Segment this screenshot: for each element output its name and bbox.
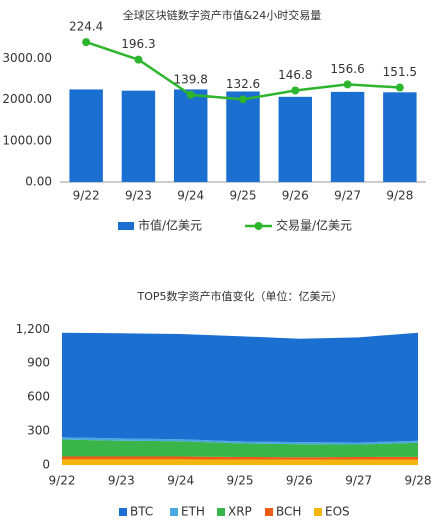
legend-swatch — [217, 508, 225, 516]
data-label: 146.8 — [278, 68, 312, 82]
legend-swatch — [118, 222, 134, 230]
area — [62, 439, 418, 458]
data-label: 196.3 — [121, 37, 155, 51]
data-label: 224.4 — [69, 20, 103, 34]
y-tick-label: 1,200 — [16, 322, 50, 336]
legend-swatch — [314, 508, 322, 516]
legend-swatch — [119, 508, 127, 516]
x-tick-label: 9/26 — [286, 474, 313, 488]
area — [62, 456, 418, 460]
legend-label: BTC — [130, 505, 153, 519]
data-label: 132.6 — [226, 77, 260, 91]
chart-title: TOP5数字资产市值变化（单位：亿美元） — [136, 289, 342, 303]
legend-label: ETH — [181, 505, 205, 519]
y-tick-label: 300 — [27, 424, 50, 438]
x-tick-label: 9/25 — [230, 189, 257, 203]
y-tick-label: 3000.00 — [2, 51, 52, 65]
line-marker — [291, 86, 300, 95]
y-tick-label: 900 — [27, 356, 50, 370]
legend-label: EOS — [325, 505, 350, 519]
line-marker — [395, 83, 404, 92]
legend-label: 市值/亿美元 — [138, 218, 202, 233]
line-marker — [134, 55, 143, 64]
data-label: 156.6 — [330, 62, 364, 76]
x-tick-label: 9/25 — [227, 474, 254, 488]
data-label: 139.8 — [174, 72, 208, 86]
x-tick-label: 9/27 — [345, 474, 372, 488]
legend-swatch — [254, 222, 263, 230]
legend-label: 交易量/亿美元 — [276, 218, 352, 233]
bar — [278, 96, 313, 182]
y-tick-label: 0 — [42, 458, 50, 472]
line-marker — [82, 38, 91, 47]
area — [62, 459, 418, 465]
x-tick-label: 9/26 — [282, 189, 309, 203]
x-tick-label: 9/27 — [334, 189, 361, 203]
bar — [330, 91, 365, 182]
y-tick-label: 600 — [27, 390, 50, 404]
y-tick-label: 0.00 — [25, 175, 52, 189]
x-tick-label: 9/22 — [49, 474, 76, 488]
area — [62, 437, 418, 445]
bar — [383, 92, 417, 182]
line-marker — [343, 80, 352, 89]
bar — [173, 89, 208, 182]
x-tick-label: 9/28 — [386, 189, 413, 203]
x-tick-label: 9/24 — [177, 189, 204, 203]
bar — [121, 90, 156, 182]
y-tick-label: 2000.00 — [2, 92, 52, 106]
bar — [69, 89, 103, 182]
line-marker — [186, 90, 195, 99]
legend-label: XRP — [228, 505, 252, 519]
area — [62, 332, 418, 443]
x-tick-label: 9/28 — [405, 474, 432, 488]
legend-label: BCH — [276, 505, 301, 519]
bar — [226, 91, 260, 182]
legend-swatch — [170, 508, 178, 516]
x-tick-label: 9/24 — [167, 474, 194, 488]
x-tick-label: 9/23 — [108, 474, 135, 488]
line-marker — [239, 95, 247, 104]
data-label: 151.5 — [383, 65, 417, 79]
x-tick-label: 9/22 — [73, 189, 100, 203]
legend-swatch — [265, 508, 273, 516]
y-tick-label: 1000.00 — [2, 133, 52, 147]
chart-title: 全球区块链数字资产市值&24小时交易量 — [123, 8, 322, 22]
x-tick-label: 9/23 — [125, 189, 152, 203]
